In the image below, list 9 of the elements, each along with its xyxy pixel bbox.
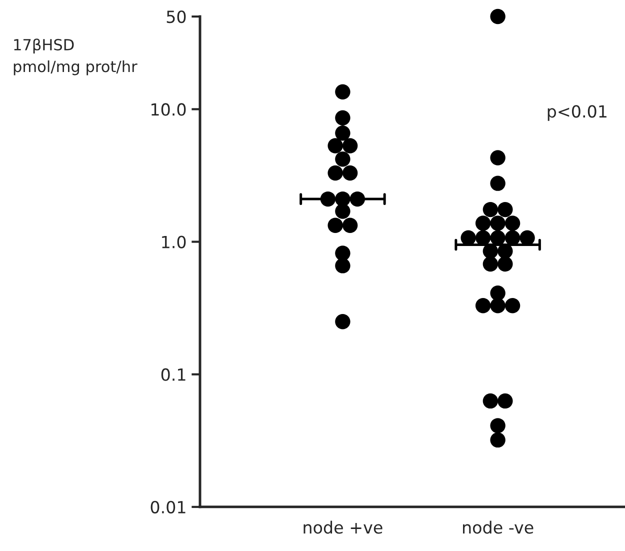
y-tick-label: 10.0 — [152, 103, 186, 116]
x-tick-label: node +ve — [304, 520, 382, 534]
x-tick-label: node -ve — [463, 520, 534, 534]
y-axis-title: 17βHSD pmol/mg prot/hr — [14, 38, 138, 76]
annotation: p<0.01 — [548, 105, 606, 121]
y-tick-label: 1.0 — [162, 236, 186, 248]
y-tick-label: 0.1 — [161, 368, 186, 381]
y-tick-label: 50 — [166, 10, 186, 24]
y-tick-label: 0.01 — [150, 500, 186, 514]
